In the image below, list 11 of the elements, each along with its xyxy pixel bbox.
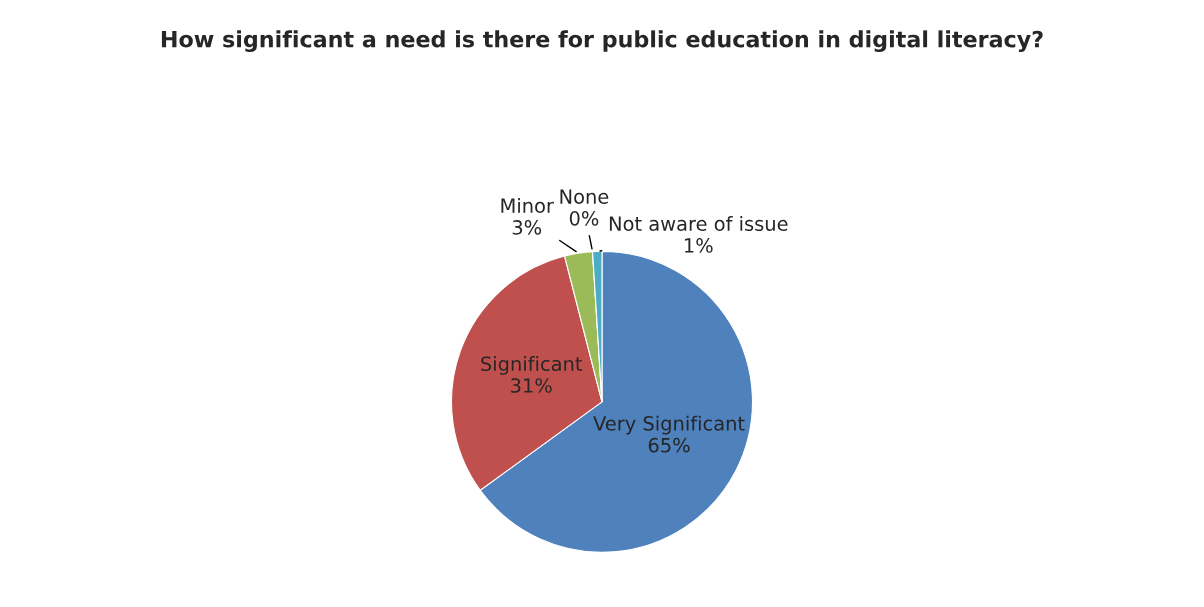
slice-label: Significant <box>481 356 583 375</box>
text: 0% <box>569 211 599 226</box>
data-label: 31% <box>511 378 552 393</box>
slice-label: Minor <box>501 197 554 213</box>
category-label: None <box>560 189 609 204</box>
data-label: 3% <box>512 220 542 235</box>
data-label: 1% <box>685 238 713 253</box>
slice-label: Not aware of issue <box>609 215 788 232</box>
slice-label: Very Significant <box>593 415 745 435</box>
data-label: 65% <box>648 437 690 453</box>
chart-title: How significant a need is there for public education in digital literacy? <box>161 30 1043 53</box>
